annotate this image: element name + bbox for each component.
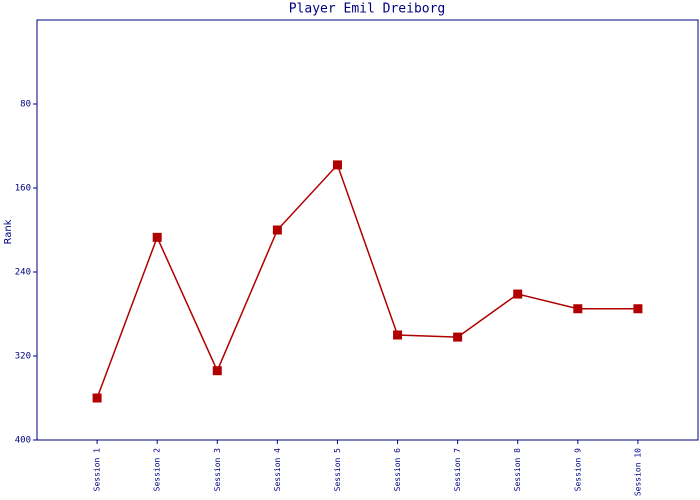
data-point [513,289,523,299]
y-axis-label: Rank [3,219,14,244]
data-point [272,225,282,235]
data-point [393,330,403,340]
data-point [212,366,222,376]
data-point [573,304,583,314]
y-tick-label: 240 [15,268,31,278]
x-tick-label: Session 4 [273,448,282,492]
data-point [633,304,643,314]
y-tick-label: 400 [15,436,31,446]
y-tick-label: 320 [15,352,31,362]
x-tick-label: Session 9 [573,448,582,492]
x-tick-label: Session 10 [633,448,642,496]
x-tick-label: Session 6 [393,448,402,492]
y-tick-label: 80 [20,100,31,110]
y-tick-label: 160 [15,184,31,194]
data-point [453,332,463,342]
series-line [96,163,638,399]
plot-frame [36,19,699,441]
x-tick-label: Session 1 [93,448,102,492]
x-tick-label: Session 2 [153,448,162,492]
x-tick-label: Session 7 [453,448,462,492]
x-tick-label: Session 5 [333,448,342,492]
data-point [152,232,162,242]
data-point [332,160,342,170]
x-tick-label: Session 3 [213,448,222,492]
chart-title: Player Emil Dreiborg [289,2,446,17]
x-tick-label: Session 8 [513,448,522,492]
data-point [92,393,102,403]
